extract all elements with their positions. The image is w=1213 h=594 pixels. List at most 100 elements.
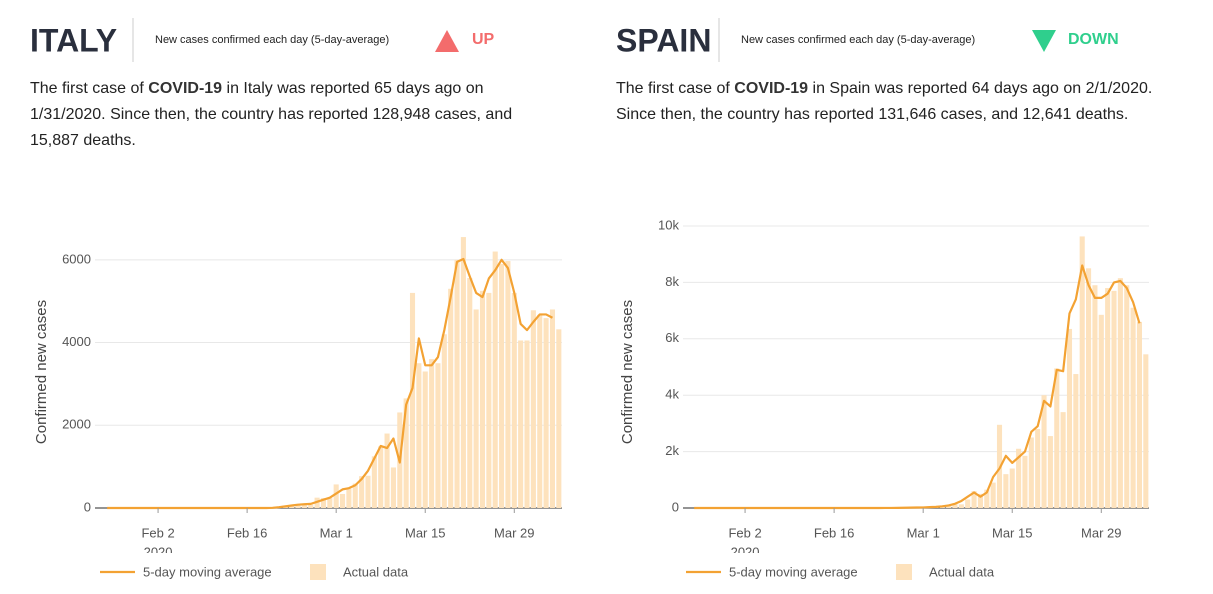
legend-label: 5-day moving average	[729, 564, 858, 579]
bar	[1009, 468, 1015, 508]
x-tick-label: Feb 16	[227, 525, 267, 540]
bar	[409, 292, 416, 508]
bar	[365, 475, 371, 508]
y-tick-label: 0	[84, 499, 91, 514]
panel-title: ITALY	[30, 22, 117, 58]
bar	[1136, 321, 1143, 508]
bar	[549, 309, 556, 508]
bar	[543, 318, 549, 508]
bar	[346, 488, 352, 508]
y-tick-label: 4k	[665, 387, 679, 402]
bar	[556, 329, 562, 508]
bar	[371, 456, 377, 508]
bar	[1124, 285, 1130, 508]
y-tick-label: 2k	[665, 443, 679, 458]
y-tick-label: 8k	[665, 274, 679, 289]
bar	[984, 489, 990, 508]
trend-label: UP	[472, 31, 495, 48]
bar	[1143, 354, 1149, 508]
description-part: COVID-19	[734, 80, 809, 97]
bar	[486, 292, 492, 508]
bar	[1086, 268, 1092, 508]
bar	[359, 476, 365, 508]
bar	[1060, 412, 1066, 508]
y-axis-label: Confirmed new cases	[33, 300, 50, 444]
y-tick-label: 2000	[62, 417, 91, 432]
bar	[339, 493, 346, 508]
bar	[1092, 285, 1098, 508]
bar	[1130, 307, 1136, 508]
bar	[320, 498, 327, 508]
bar	[946, 505, 952, 508]
bar	[333, 484, 339, 508]
bar	[511, 292, 517, 508]
bar	[952, 503, 958, 508]
y-tick-label: 4000	[62, 334, 91, 349]
x-tick-label: Mar 1	[320, 525, 353, 540]
x-tick-label: Mar 15	[992, 525, 1032, 540]
bar	[1035, 429, 1041, 508]
bar	[460, 237, 466, 508]
legend-label: Actual data	[929, 564, 995, 579]
y-tick-label: 10k	[658, 217, 679, 232]
bar	[1066, 328, 1073, 508]
description-part: COVID-19	[148, 80, 223, 97]
legend-label: Actual data	[343, 564, 409, 579]
line	[107, 257, 553, 510]
bar	[1117, 278, 1123, 508]
bar	[429, 359, 435, 508]
bar	[1098, 314, 1104, 508]
legend-swatch	[896, 564, 912, 580]
bar	[990, 482, 996, 508]
bar	[403, 398, 409, 508]
bar	[524, 340, 530, 508]
x-tick-label: Feb 2	[141, 525, 174, 540]
bar	[1028, 437, 1034, 508]
x-tick-label: Mar 29	[494, 525, 534, 540]
bar	[352, 483, 358, 508]
bar	[416, 363, 422, 508]
bar	[958, 504, 964, 508]
description-part: in Spain was reported 64 days ago on 2/1…	[616, 80, 1153, 123]
bar	[454, 259, 460, 508]
bar	[327, 498, 333, 508]
bar	[1047, 436, 1053, 508]
bar	[1041, 395, 1047, 508]
trend-icon	[1032, 30, 1056, 52]
bar	[971, 491, 977, 508]
x-tick-label: Mar 29	[1081, 525, 1121, 540]
bar	[518, 340, 524, 508]
x-tick-label: Feb 2	[728, 525, 761, 540]
bar	[308, 504, 314, 508]
description: The first case of COVID-19 in Spain was …	[616, 76, 1181, 128]
bar	[1111, 290, 1117, 508]
bar	[1016, 448, 1022, 508]
bar	[965, 499, 971, 508]
y-axis-label: Confirmed new cases	[619, 300, 636, 444]
bar	[441, 334, 447, 508]
bar	[492, 251, 498, 508]
legend-swatch	[310, 564, 326, 580]
subtitle: New cases confirmed each day (5-day-aver…	[741, 34, 975, 46]
description-part: The first case of	[30, 80, 149, 97]
bar	[479, 290, 486, 508]
description-part: in Italy was reported 65 days ago on 1/3…	[30, 80, 513, 149]
bar	[499, 263, 505, 508]
bar	[301, 503, 307, 508]
bar	[378, 446, 384, 508]
bar	[295, 504, 301, 508]
x-tick-label: Mar 15	[405, 525, 445, 540]
bar	[530, 310, 536, 508]
y-tick-label: 0	[672, 499, 679, 514]
bar	[390, 467, 396, 508]
bar	[1079, 236, 1085, 508]
x-sublabel: 2020	[144, 544, 173, 559]
bar	[467, 278, 473, 508]
bar	[1073, 374, 1079, 508]
bar	[448, 288, 454, 508]
bar	[422, 371, 428, 508]
bar	[537, 314, 543, 508]
bar	[1022, 455, 1028, 508]
